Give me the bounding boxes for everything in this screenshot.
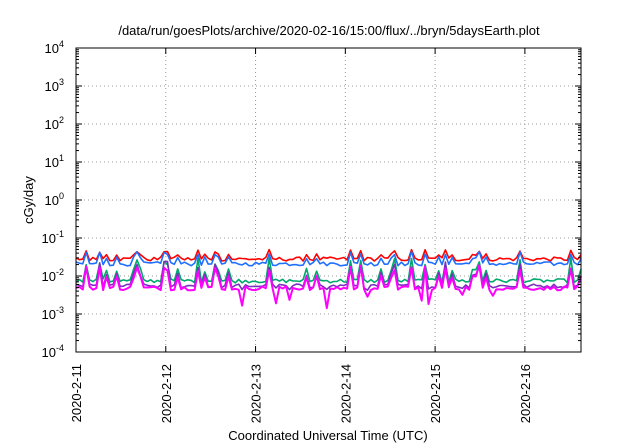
y-tick-label: 103	[45, 77, 64, 94]
x-tick-label: 2020-2-12	[159, 364, 174, 423]
x-tick-label: 2020-2-13	[249, 364, 264, 423]
x-axis-title: Coordinated Universal Time (UTC)	[228, 428, 427, 443]
grid	[76, 48, 581, 352]
series-line	[75, 250, 582, 267]
y-tick-label: 10-4	[42, 343, 64, 360]
x-axis: 2020-2-11 2020-2-12 2020-2-13 2020-2-14 2020…	[69, 48, 533, 423]
x-tick-label: 2020-2-14	[338, 364, 353, 423]
series-line	[75, 260, 582, 291]
x-tick-label: 2020-2-16	[518, 364, 533, 423]
series-line	[75, 248, 582, 262]
x-tick-label: 2020-2-11	[69, 364, 84, 422]
series-line	[75, 264, 582, 310]
y-tick-label: 102	[45, 115, 64, 132]
y-tick-label: 10-3	[42, 305, 64, 322]
y-axis-title: cGy/day	[21, 176, 36, 224]
y-tick-label: 10-2	[42, 267, 64, 284]
series-line	[75, 257, 582, 284]
series-lines	[75, 248, 582, 310]
x-tick-label: 2020-2-15	[428, 364, 443, 423]
chart-title: /data/run/goesPlots/archive/2020-02-16/1…	[118, 23, 540, 38]
y-tick-label: 104	[45, 39, 64, 56]
y-tick-label: 100	[45, 191, 64, 208]
y-tick-label: 10-1	[42, 229, 64, 246]
y-tick-label: 101	[45, 153, 64, 170]
y-axis: 10-4 10-3 10-2 10-1 100 101 102 103 104	[42, 39, 581, 360]
